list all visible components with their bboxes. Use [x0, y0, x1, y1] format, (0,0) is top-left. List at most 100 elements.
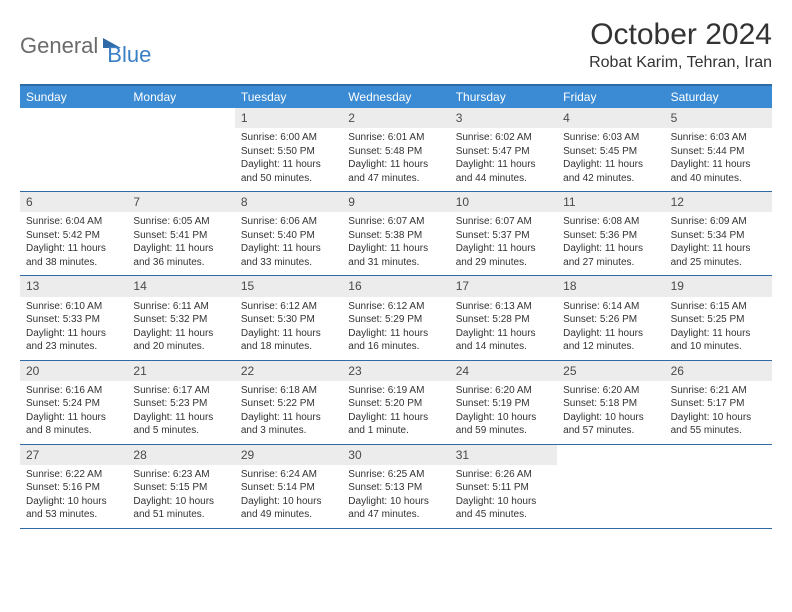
day-cell: 10Sunrise: 6:07 AMSunset: 5:37 PMDayligh…	[450, 192, 557, 275]
day-cell: 13Sunrise: 6:10 AMSunset: 5:33 PMDayligh…	[20, 276, 127, 359]
day-info: Sunrise: 6:01 AMSunset: 5:48 PMDaylight:…	[342, 128, 449, 191]
daylight-text: Daylight: 11 hours and 5 minutes.	[133, 411, 228, 438]
sunrise-text: Sunrise: 6:13 AM	[456, 300, 551, 314]
sunset-text: Sunset: 5:32 PM	[133, 313, 228, 327]
daylight-text: Daylight: 10 hours and 59 minutes.	[456, 411, 551, 438]
day-cell	[127, 108, 234, 191]
daylight-text: Daylight: 11 hours and 40 minutes.	[671, 158, 766, 185]
day-number: 28	[127, 445, 234, 465]
daylight-text: Daylight: 10 hours and 45 minutes.	[456, 495, 551, 522]
day-info: Sunrise: 6:12 AMSunset: 5:30 PMDaylight:…	[235, 297, 342, 360]
day-cell: 5Sunrise: 6:03 AMSunset: 5:44 PMDaylight…	[665, 108, 772, 191]
month-title: October 2024	[589, 18, 772, 52]
day-cell: 22Sunrise: 6:18 AMSunset: 5:22 PMDayligh…	[235, 361, 342, 444]
weekday-fri: Friday	[557, 86, 664, 108]
daylight-text: Daylight: 11 hours and 29 minutes.	[456, 242, 551, 269]
sunset-text: Sunset: 5:26 PM	[563, 313, 658, 327]
daylight-text: Daylight: 11 hours and 27 minutes.	[563, 242, 658, 269]
daylight-text: Daylight: 11 hours and 14 minutes.	[456, 327, 551, 354]
day-number: 18	[557, 276, 664, 296]
daylight-text: Daylight: 11 hours and 31 minutes.	[348, 242, 443, 269]
week-row: 6Sunrise: 6:04 AMSunset: 5:42 PMDaylight…	[20, 192, 772, 276]
day-number: 21	[127, 361, 234, 381]
day-info: Sunrise: 6:12 AMSunset: 5:29 PMDaylight:…	[342, 297, 449, 360]
sunset-text: Sunset: 5:23 PM	[133, 397, 228, 411]
sunrise-text: Sunrise: 6:26 AM	[456, 468, 551, 482]
weekday-thu: Thursday	[450, 86, 557, 108]
day-cell: 17Sunrise: 6:13 AMSunset: 5:28 PMDayligh…	[450, 276, 557, 359]
daylight-text: Daylight: 10 hours and 53 minutes.	[26, 495, 121, 522]
sunrise-text: Sunrise: 6:16 AM	[26, 384, 121, 398]
sunset-text: Sunset: 5:45 PM	[563, 145, 658, 159]
sunrise-text: Sunrise: 6:14 AM	[563, 300, 658, 314]
sunset-text: Sunset: 5:47 PM	[456, 145, 551, 159]
day-number: 6	[20, 192, 127, 212]
sunrise-text: Sunrise: 6:12 AM	[241, 300, 336, 314]
day-info: Sunrise: 6:20 AMSunset: 5:18 PMDaylight:…	[557, 381, 664, 444]
sunset-text: Sunset: 5:24 PM	[26, 397, 121, 411]
sunrise-text: Sunrise: 6:21 AM	[671, 384, 766, 398]
sunset-text: Sunset: 5:22 PM	[241, 397, 336, 411]
day-cell: 11Sunrise: 6:08 AMSunset: 5:36 PMDayligh…	[557, 192, 664, 275]
day-cell: 23Sunrise: 6:19 AMSunset: 5:20 PMDayligh…	[342, 361, 449, 444]
sunrise-text: Sunrise: 6:12 AM	[348, 300, 443, 314]
sunset-text: Sunset: 5:42 PM	[26, 229, 121, 243]
daylight-text: Daylight: 10 hours and 47 minutes.	[348, 495, 443, 522]
daylight-text: Daylight: 11 hours and 42 minutes.	[563, 158, 658, 185]
day-info: Sunrise: 6:07 AMSunset: 5:38 PMDaylight:…	[342, 212, 449, 275]
sunrise-text: Sunrise: 6:05 AM	[133, 215, 228, 229]
day-info: Sunrise: 6:06 AMSunset: 5:40 PMDaylight:…	[235, 212, 342, 275]
sunset-text: Sunset: 5:14 PM	[241, 481, 336, 495]
sunset-text: Sunset: 5:40 PM	[241, 229, 336, 243]
day-number: 4	[557, 108, 664, 128]
daylight-text: Daylight: 11 hours and 36 minutes.	[133, 242, 228, 269]
daylight-text: Daylight: 11 hours and 47 minutes.	[348, 158, 443, 185]
daylight-text: Daylight: 10 hours and 55 minutes.	[671, 411, 766, 438]
day-number: 7	[127, 192, 234, 212]
day-cell: 9Sunrise: 6:07 AMSunset: 5:38 PMDaylight…	[342, 192, 449, 275]
day-number: 24	[450, 361, 557, 381]
day-cell: 29 Sunrise: 6:24 AMSunset: 5:14 PMDayligh…	[235, 445, 342, 528]
calendar: Sunday Monday Tuesday Wednesday Thursday…	[20, 84, 772, 529]
day-cell: 7Sunrise: 6:05 AMSunset: 5:41 PMDaylight…	[127, 192, 234, 275]
day-number: 27	[20, 445, 127, 465]
week-row: 20Sunrise: 6:16 AMSunset: 5:24 PMDayligh…	[20, 361, 772, 445]
sunrise-text: Sunrise: 6:22 AM	[26, 468, 121, 482]
sunrise-text: Sunrise: 6:18 AM	[241, 384, 336, 398]
sunrise-text: Sunrise: 6:24 AM	[241, 468, 336, 482]
sunset-text: Sunset: 5:29 PM	[348, 313, 443, 327]
day-info: Sunrise: 6:16 AMSunset: 5:24 PMDaylight:…	[20, 381, 127, 444]
sunset-text: Sunset: 5:19 PM	[456, 397, 551, 411]
day-info: Sunrise: 6:03 AMSunset: 5:45 PMDaylight:…	[557, 128, 664, 191]
sunset-text: Sunset: 5:18 PM	[563, 397, 658, 411]
sunset-text: Sunset: 5:13 PM	[348, 481, 443, 495]
daylight-text: Daylight: 10 hours and 49 minutes.	[241, 495, 336, 522]
day-number: 25	[557, 361, 664, 381]
weekday-tue: Tuesday	[235, 86, 342, 108]
day-number: 26	[665, 361, 772, 381]
weekday-mon: Monday	[127, 86, 234, 108]
daylight-text: Daylight: 10 hours and 51 minutes.	[133, 495, 228, 522]
daylight-text: Daylight: 10 hours and 57 minutes.	[563, 411, 658, 438]
day-cell: 25Sunrise: 6:20 AMSunset: 5:18 PMDayligh…	[557, 361, 664, 444]
day-info: Sunrise: 6:15 AMSunset: 5:25 PMDaylight:…	[665, 297, 772, 360]
day-info: Sunrise: 6:07 AMSunset: 5:37 PMDaylight:…	[450, 212, 557, 275]
weekday-sun: Sunday	[20, 86, 127, 108]
day-info: Sunrise: 6:08 AMSunset: 5:36 PMDaylight:…	[557, 212, 664, 275]
daylight-text: Daylight: 11 hours and 1 minute.	[348, 411, 443, 438]
daylight-text: Daylight: 11 hours and 33 minutes.	[241, 242, 336, 269]
sunrise-text: Sunrise: 6:03 AM	[671, 131, 766, 145]
day-info: Sunrise: 6:22 AMSunset: 5:16 PMDaylight:…	[20, 465, 127, 528]
week-row: 1Sunrise: 6:00 AMSunset: 5:50 PMDaylight…	[20, 108, 772, 192]
sunrise-text: Sunrise: 6:23 AM	[133, 468, 228, 482]
day-cell: 24Sunrise: 6:20 AMSunset: 5:19 PMDayligh…	[450, 361, 557, 444]
day-cell: 27Sunrise: 6:22 AMSunset: 5:16 PMDayligh…	[20, 445, 127, 528]
day-info: Sunrise: 6:13 AMSunset: 5:28 PMDaylight:…	[450, 297, 557, 360]
day-number: 29	[235, 445, 342, 465]
daylight-text: Daylight: 11 hours and 20 minutes.	[133, 327, 228, 354]
day-number: 17	[450, 276, 557, 296]
sunrise-text: Sunrise: 6:17 AM	[133, 384, 228, 398]
day-number: 12	[665, 192, 772, 212]
day-cell: 14Sunrise: 6:11 AMSunset: 5:32 PMDayligh…	[127, 276, 234, 359]
sunrise-text: Sunrise: 6:02 AM	[456, 131, 551, 145]
